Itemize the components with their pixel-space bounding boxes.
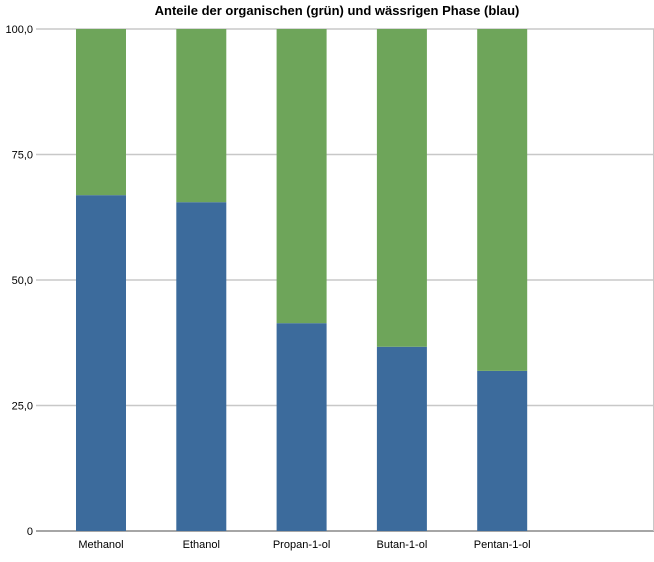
- y-tick-label: 100,0: [5, 24, 33, 36]
- bar-segment-aqueous: [176, 202, 227, 531]
- x-tick-label: Ethanol: [183, 539, 220, 551]
- bar-segment-aqueous: [376, 346, 427, 531]
- bar-segment-organic: [477, 29, 528, 371]
- y-tick-label: 75,0: [12, 150, 33, 162]
- bar-segment-organic: [176, 29, 227, 203]
- x-tick-label: Propan-1-ol: [273, 539, 330, 551]
- x-tick-label: Butan-1-ol: [377, 539, 428, 551]
- bar-segment-organic: [376, 29, 427, 347]
- bar-segment-aqueous: [76, 195, 126, 532]
- x-tick-label: Methanol: [78, 539, 123, 551]
- chart-title: Anteile der organischen (grün) und wässr…: [155, 3, 520, 18]
- y-tick-label: 50,0: [12, 275, 33, 287]
- bar-segment-aqueous: [477, 370, 528, 531]
- y-tick-label: 0: [27, 526, 33, 538]
- bar-segment-aqueous: [276, 323, 327, 531]
- x-tick-label: Pentan-1-ol: [474, 539, 531, 551]
- bar-segment-organic: [76, 29, 126, 196]
- bar-segment-organic: [276, 29, 327, 324]
- y-tick-label: 25,0: [12, 401, 33, 413]
